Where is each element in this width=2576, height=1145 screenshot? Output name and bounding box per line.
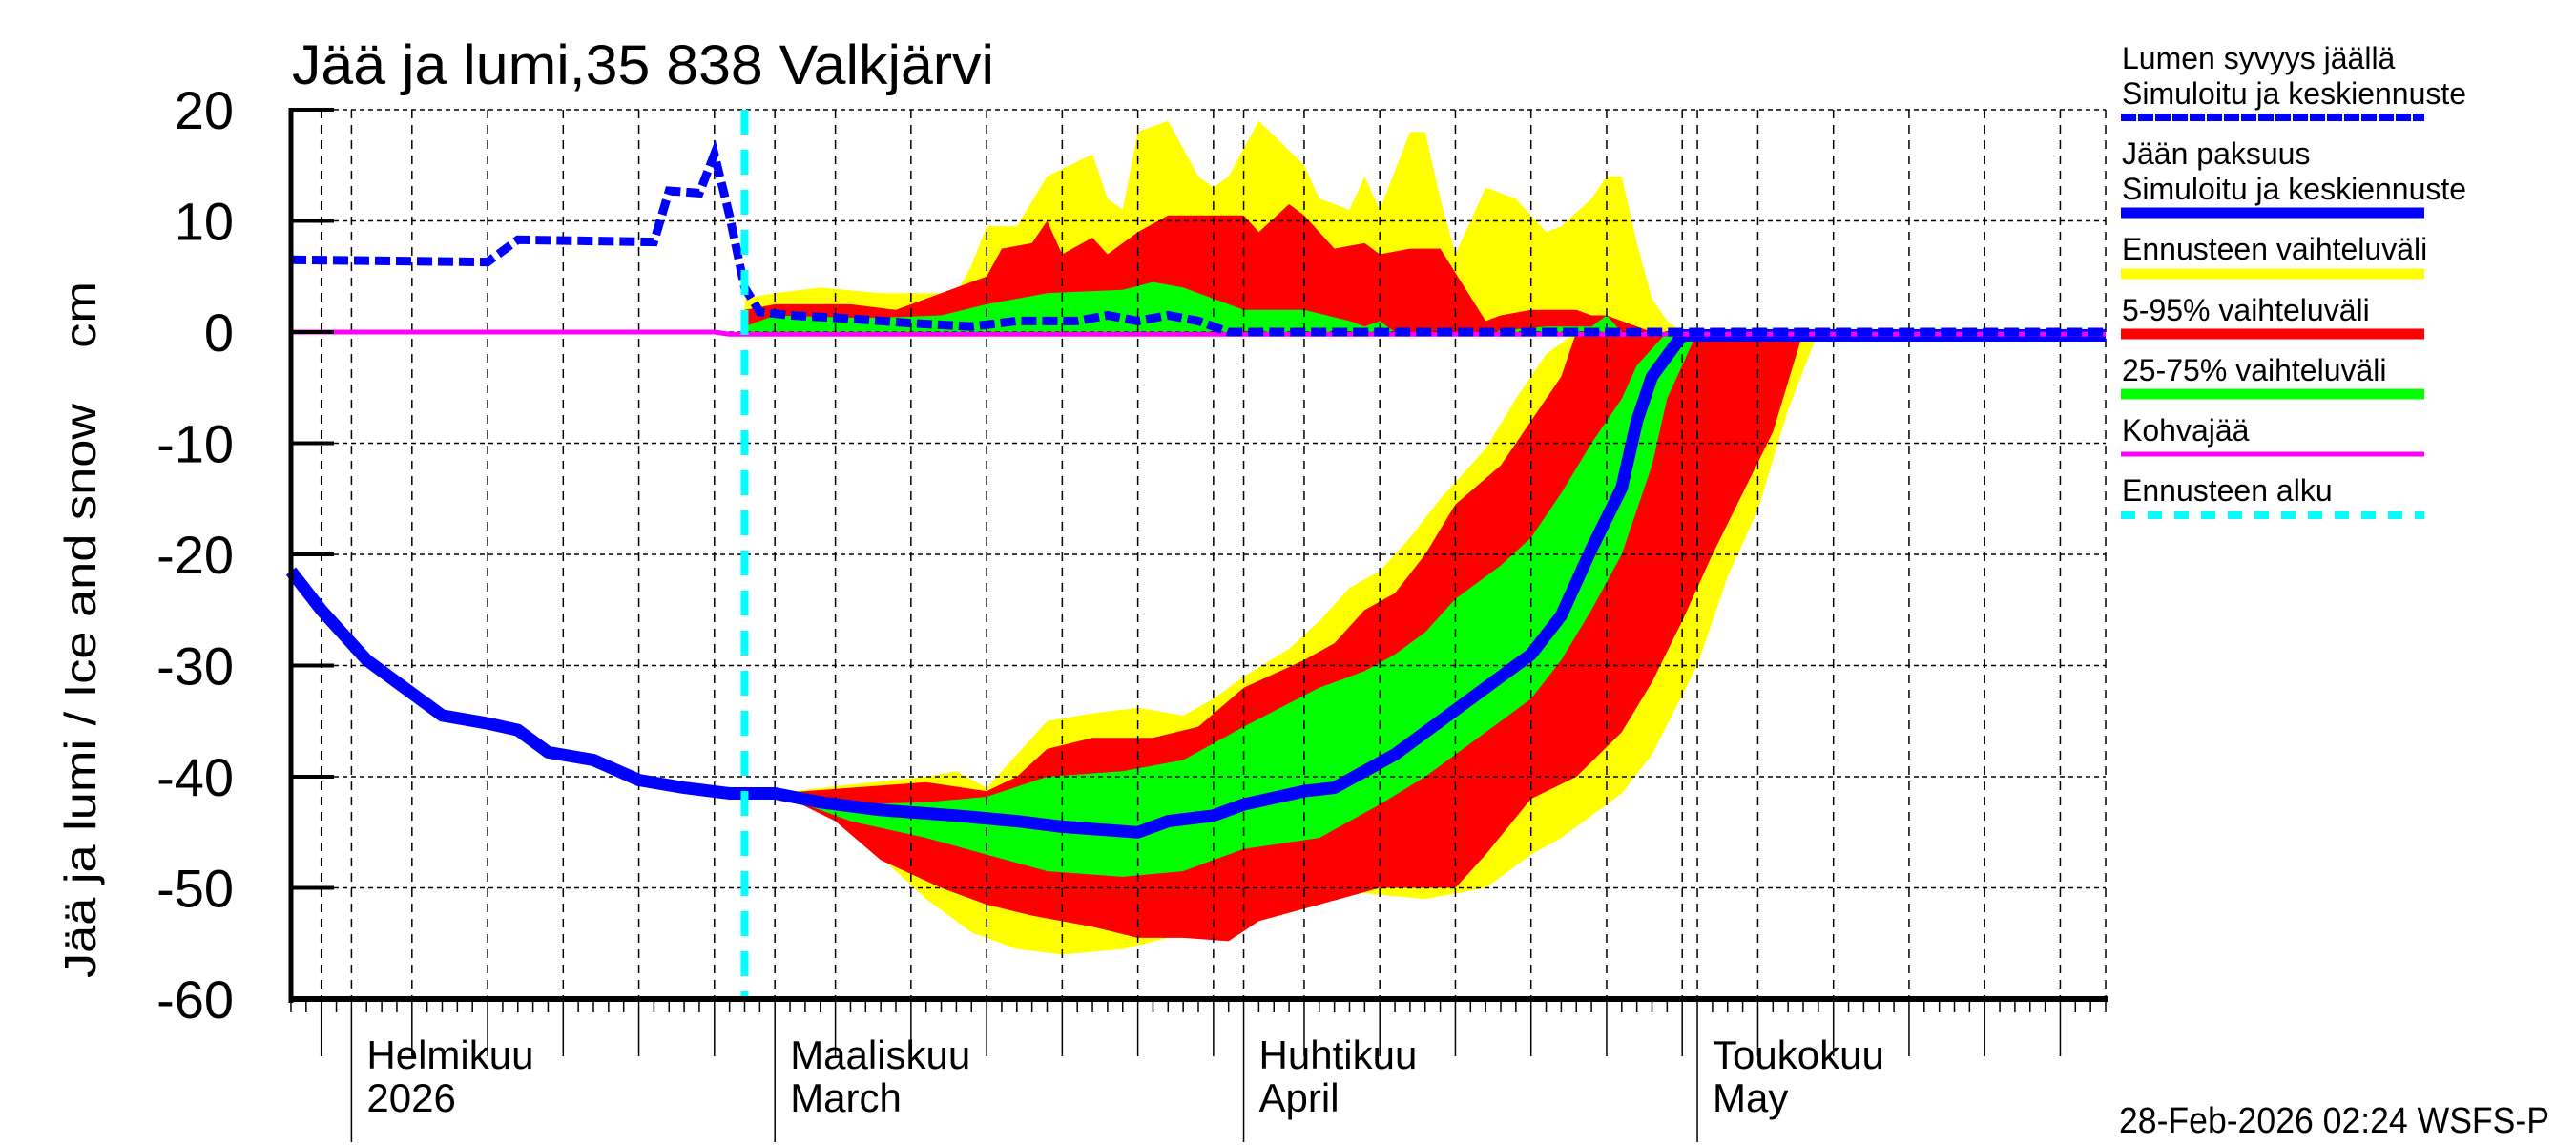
y-tick-label: -60 [156, 969, 234, 1030]
y-tick-label: -20 [156, 525, 234, 585]
grid-lines [291, 109, 2107, 999]
band-snow-p25-75 [744, 281, 1622, 332]
legend-label: Ennusteen vaihteluväli [2122, 232, 2427, 266]
legend-label: Kohvajää [2122, 413, 2250, 448]
legend-label: Lumen syvyys jäällä [2122, 41, 2396, 75]
slush-ice-line [291, 329, 2106, 337]
forecast-bands [744, 120, 1818, 955]
y-tick-label: 20 [175, 80, 234, 140]
data-lines [285, 110, 2106, 999]
band-ice-p25-75 [775, 332, 1697, 877]
month-sublabel: 2026 [366, 1075, 455, 1120]
y-tick-label: 10 [175, 192, 234, 252]
month-label: Maaliskuu [790, 1032, 970, 1077]
y-tick-label: -30 [156, 636, 234, 697]
legend-sublabel: Simuloitu ja keskiennuste [2122, 76, 2466, 111]
legend-label: 25-75% vaihteluväli [2122, 353, 2387, 387]
legend-label: Ennusteen alku [2122, 473, 2333, 508]
y-tick-label: -50 [156, 859, 234, 919]
timestamp-footer: 28-Feb-2026 02:24 WSFS-P [2119, 1101, 2549, 1141]
legend-label: Jään paksuus [2122, 136, 2310, 171]
y-axis-label: Jää ja lumi / Ice and snow cm [55, 281, 105, 978]
band-snow-p5-95 [744, 204, 1652, 332]
y-tick-label: -40 [156, 747, 234, 807]
snow-depth-line [290, 139, 2106, 337]
legend-label: 5-95% vaihteluväli [2122, 293, 2370, 327]
month-label: Toukokuu [1713, 1032, 1884, 1077]
month-sublabel: March [790, 1075, 902, 1120]
chart-title: Jää ja lumi,35 838 Valkjärvi [292, 34, 994, 96]
month-sublabel: April [1259, 1075, 1340, 1120]
legend-sublabel: Simuloitu ja keskiennuste [2122, 172, 2466, 206]
month-label: Helmikuu [366, 1032, 533, 1077]
y-tick-label: 0 [204, 302, 234, 363]
month-label: Huhtikuu [1259, 1032, 1418, 1077]
month-sublabel: May [1713, 1075, 1788, 1120]
y-tick-label: -10 [156, 414, 234, 474]
ice-thickness-line [285, 329, 2106, 839]
